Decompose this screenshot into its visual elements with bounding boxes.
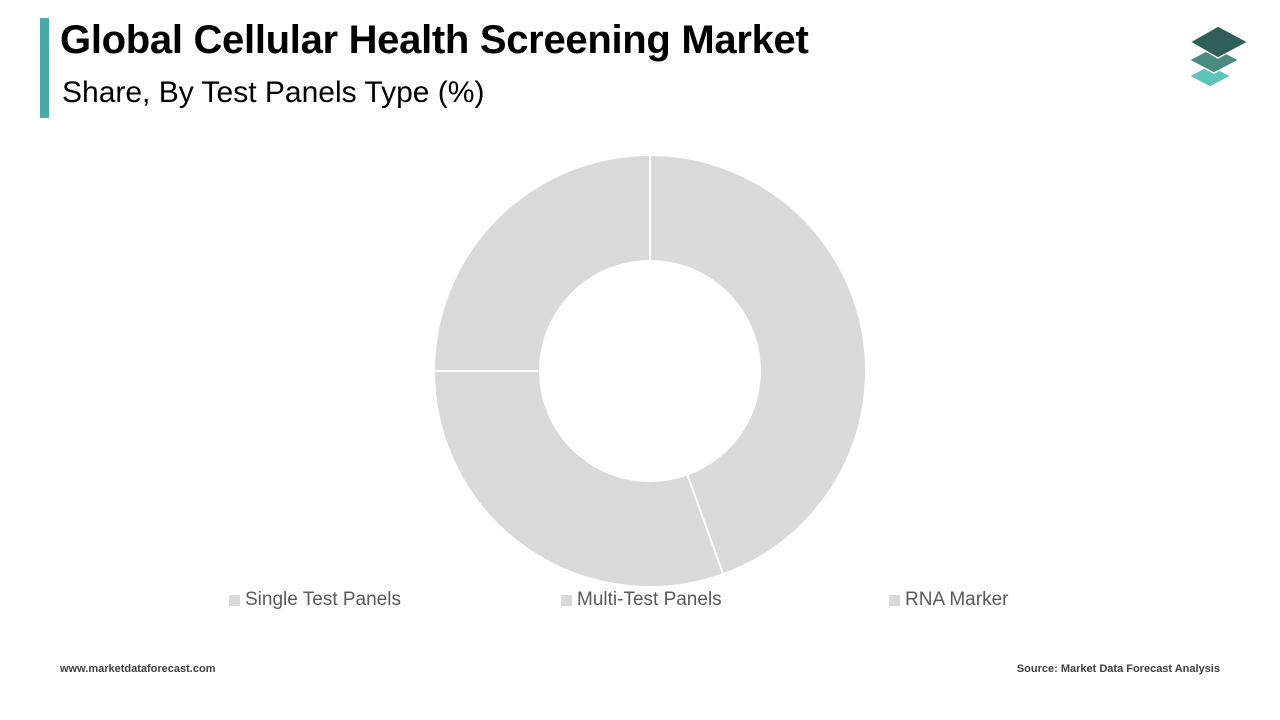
logo-layer-bottom [1187, 64, 1233, 88]
legend-swatch [229, 594, 240, 606]
legend-swatch [889, 594, 900, 606]
donut-slice-multi-test-panels [432, 370, 725, 588]
donut-slices [432, 153, 867, 588]
chart-subtitle: Share, By Test Panels Type (%) [62, 76, 485, 109]
legend-item: Multi-Test Panels [561, 588, 722, 612]
logo-layer-top [1188, 25, 1250, 59]
title-accent-bar [40, 18, 49, 118]
donut-slice-single-test-panels [649, 153, 867, 576]
legend-label: Single Test Panels [245, 589, 401, 610]
legend-label: RNA Marker [905, 589, 1009, 610]
legend-item: Single Test Panels [229, 588, 401, 612]
footer-source: Source: Market Data Forecast Analysis [1016, 663, 1220, 675]
legend-swatch [561, 594, 572, 606]
footer-website: www.marketdataforecast.com [60, 663, 216, 675]
chart-title: Global Cellular Health Screening Market [60, 18, 809, 62]
legend-item: RNA Marker [889, 588, 1008, 612]
donut-slice-rna-marker [432, 153, 651, 372]
legend-label: Multi-Test Panels [577, 589, 722, 610]
stacked-layers-icon [1187, 25, 1250, 88]
